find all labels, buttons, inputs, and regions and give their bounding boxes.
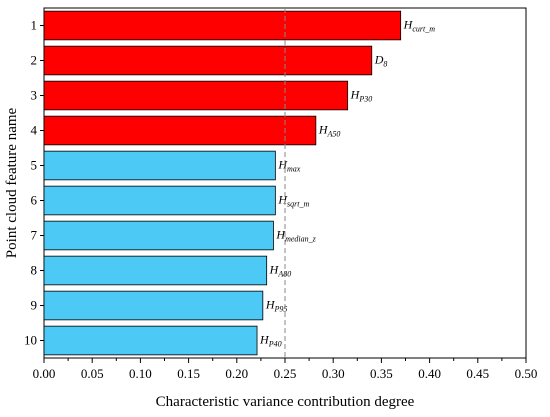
y-tick-label-5: 5 [31, 158, 38, 173]
x-tick-label: 0.25 [274, 366, 297, 381]
bar-2 [43, 45, 373, 76]
bar-4 [43, 115, 317, 146]
x-tick-label: 0.00 [33, 366, 56, 381]
bar-label-5: Hmax [277, 158, 300, 174]
bar-label-6: Hsqrt_m [277, 193, 309, 209]
bar-3 [43, 80, 349, 111]
x-tick-label: 0.15 [177, 366, 200, 381]
bar-6 [43, 185, 276, 216]
x-tick-label: 0.05 [81, 366, 104, 381]
y-tick-label-10: 10 [24, 333, 37, 348]
bar-label-8: HA80 [269, 263, 292, 279]
bar-label-1: Hcurt_m [403, 18, 436, 34]
bar-5 [43, 150, 276, 181]
bar-8 [43, 255, 268, 286]
bar-1 [43, 10, 402, 41]
bar-label-4: HA50 [318, 123, 341, 139]
bar-label-3: HP30 [350, 88, 373, 104]
bar-label-10: HP40 [259, 333, 282, 349]
bar-7 [43, 220, 274, 251]
y-tick-label-9: 9 [31, 298, 38, 313]
x-axis-title: Characteristic variance contribution deg… [156, 394, 415, 410]
x-tick-label: 0.50 [515, 366, 538, 381]
y-tick-label-6: 6 [31, 193, 38, 208]
bar-10 [43, 325, 258, 356]
x-tick-label: 0.10 [129, 366, 152, 381]
x-tick-label: 0.40 [418, 366, 441, 381]
y-tick-label-2: 2 [31, 53, 38, 68]
bar-label-2: D8 [374, 53, 388, 69]
y-tick-label-7: 7 [31, 228, 38, 243]
y-axis-title: Point cloud feature name [4, 107, 20, 258]
x-tick-label: 0.20 [225, 366, 248, 381]
x-tick-label: 0.45 [466, 366, 489, 381]
x-tick-label: 0.30 [322, 366, 345, 381]
bar-label-9: HP95 [265, 298, 288, 314]
bar-label-7: Hmedian_z [275, 228, 316, 244]
x-tick-label: 0.35 [370, 366, 393, 381]
y-tick-label-3: 3 [31, 88, 38, 103]
y-tick-label-8: 8 [31, 263, 38, 278]
y-tick-label-4: 4 [31, 123, 38, 138]
bar-9 [43, 290, 264, 321]
y-tick-label-1: 1 [31, 18, 38, 33]
plot-area: Hcurt_m 1 D8 2 HP30 3 HA50 4 Hmax 5 Hsqrt_m 6 Hmedia… [24, 7, 538, 381]
